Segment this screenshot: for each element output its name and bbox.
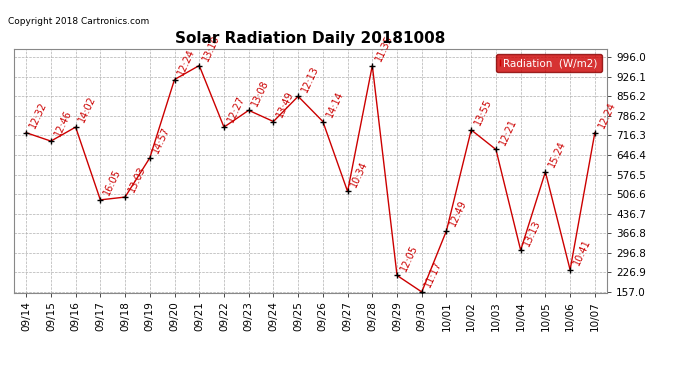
Text: 12:21: 12:21: [497, 117, 518, 147]
Text: 11:17: 11:17: [423, 260, 444, 289]
Text: 13:03: 13:03: [126, 165, 147, 194]
Text: 12:32: 12:32: [28, 100, 48, 130]
Text: 14:02: 14:02: [77, 95, 98, 124]
Text: 13:49: 13:49: [275, 89, 295, 119]
Text: 12:24: 12:24: [176, 47, 197, 77]
Text: 12:49: 12:49: [448, 198, 469, 228]
Text: 10:41: 10:41: [571, 238, 592, 267]
Text: 14:57: 14:57: [151, 126, 172, 155]
Text: 13:55: 13:55: [473, 98, 493, 127]
Text: 12:13: 12:13: [299, 64, 320, 93]
Text: 13:08: 13:08: [250, 78, 271, 108]
Text: 12:24: 12:24: [596, 100, 617, 130]
Text: 12:05: 12:05: [398, 243, 420, 273]
Text: 15:24: 15:24: [546, 140, 568, 169]
Text: Copyright 2018 Cartronics.com: Copyright 2018 Cartronics.com: [8, 17, 149, 26]
Text: 13:13: 13:13: [522, 218, 543, 248]
Legend: Radiation  (W/m2): Radiation (W/m2): [496, 54, 602, 72]
Text: 11:35: 11:35: [374, 33, 395, 63]
Text: 13:10: 13:10: [201, 33, 221, 63]
Text: 10:34: 10:34: [349, 159, 370, 189]
Text: 16:05: 16:05: [101, 168, 123, 197]
Text: 12:46: 12:46: [52, 109, 73, 138]
Text: 14:14: 14:14: [324, 89, 345, 119]
Text: 12:27: 12:27: [226, 94, 246, 124]
Title: Solar Radiation Daily 20181008: Solar Radiation Daily 20181008: [175, 31, 446, 46]
